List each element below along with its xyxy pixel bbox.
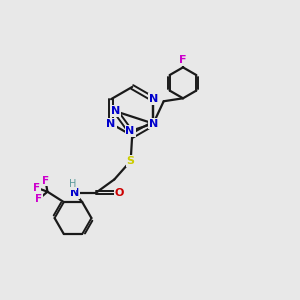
Text: F: F (35, 194, 42, 204)
Text: F: F (42, 176, 49, 186)
Text: N: N (111, 106, 120, 116)
Text: H: H (69, 179, 77, 190)
Text: S: S (127, 156, 135, 166)
Text: N: N (70, 188, 79, 198)
Text: F: F (33, 183, 40, 193)
Text: F: F (179, 55, 187, 65)
Text: O: O (115, 188, 124, 198)
Text: N: N (106, 118, 116, 128)
Text: N: N (148, 94, 158, 104)
Text: N: N (148, 118, 158, 128)
Text: N: N (125, 126, 135, 136)
